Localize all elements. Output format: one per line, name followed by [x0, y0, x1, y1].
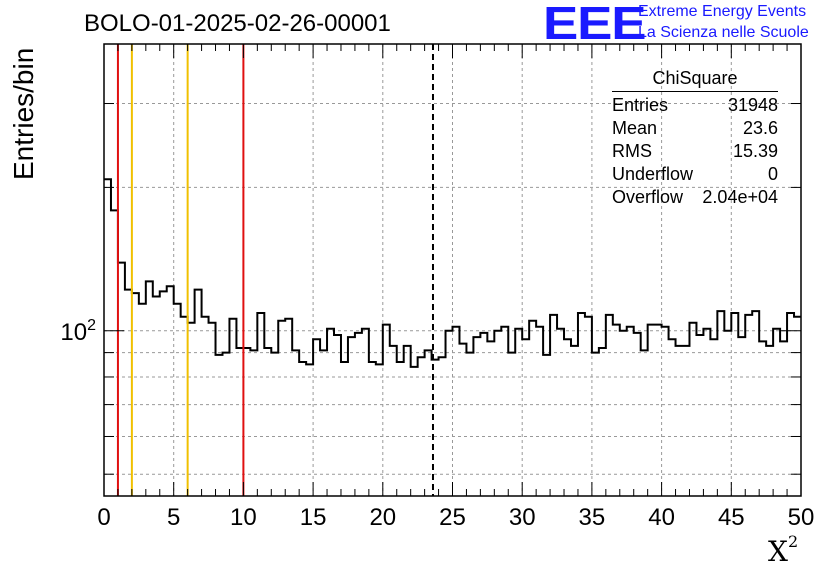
x-tick-label: 45	[718, 504, 745, 531]
y-tick-label-exp: 2	[87, 317, 96, 334]
stats-value: 31948	[727, 95, 778, 115]
stats-box: ChiSquare Entries 31948 Mean 23.6 RMS 15.39…	[612, 68, 778, 209]
stats-row-mean: Mean 23.6	[612, 117, 778, 140]
stats-value: 23.6	[742, 118, 778, 138]
x-axis-label-base: X	[768, 535, 788, 568]
y-tick-label: 102	[60, 317, 96, 346]
x-tick-label: 25	[439, 504, 466, 531]
x-tick-label: 40	[648, 504, 675, 531]
stats-title: ChiSquare	[612, 68, 778, 92]
stats-row-underflow: Underflow 0	[612, 163, 778, 186]
stats-row-entries: Entries 31948	[612, 94, 778, 117]
stats-label: Mean	[612, 118, 658, 138]
stats-row-overflow: Overflow 2.04e+04	[612, 186, 778, 209]
x-tick-label: 0	[97, 504, 110, 531]
x-axis-label: X2	[768, 531, 799, 568]
histogram-line	[104, 178, 801, 368]
x-tick-label: 20	[369, 504, 396, 531]
x-tick-label: 15	[300, 504, 327, 531]
x-tick-label: 30	[509, 504, 536, 531]
stats-label: Overflow	[612, 187, 684, 207]
stats-label: Entries	[612, 95, 669, 115]
x-tick-label: 35	[579, 504, 606, 531]
stats-value: 2.04e+04	[702, 187, 778, 207]
logo-text-line2: La Scienza nelle Scuole	[638, 24, 809, 41]
y-axis-label: Entries/bin	[8, 47, 39, 180]
y-tick-label-base: 10	[60, 319, 87, 346]
logo-text-line1: Extreme Energy Events	[638, 3, 807, 20]
stats-value: 0	[767, 164, 778, 184]
x-tick-label: 50	[788, 504, 815, 531]
x-axis-label-sup: 2	[787, 531, 799, 551]
x-tick-label: 10	[230, 504, 257, 531]
stats-row-rms: RMS 15.39	[612, 140, 778, 163]
stats-value: 15.39	[732, 141, 778, 161]
chart-title: BOLO-01-2025-02-26-00001	[84, 10, 391, 37]
stats-label: RMS	[612, 141, 652, 161]
eee-logo: EEE	[543, 0, 647, 49]
x-tick-label: 5	[167, 504, 180, 531]
stats-label: Underflow	[612, 164, 694, 184]
